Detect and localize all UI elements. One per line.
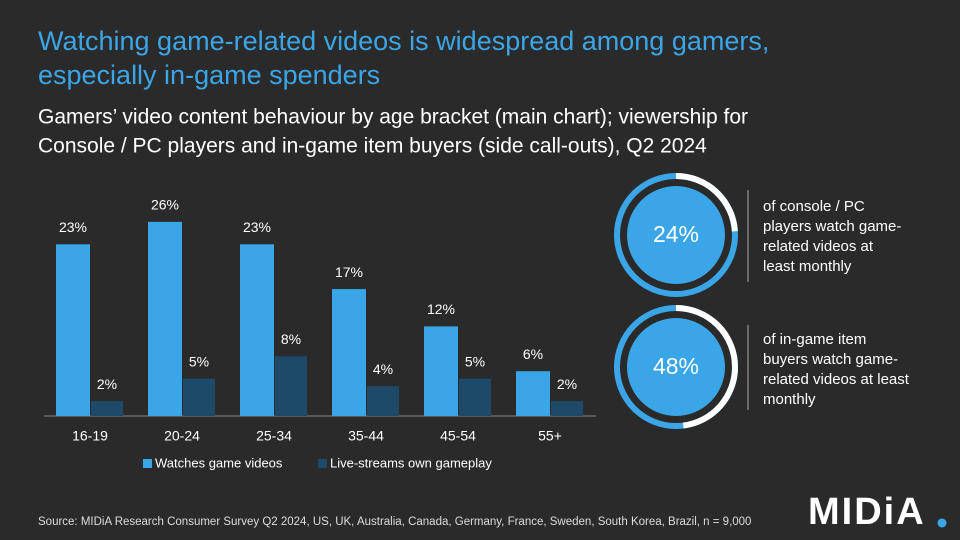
callout-text: of console / PC [763, 198, 865, 215]
callout-text: related videos at [763, 238, 874, 255]
value-label: 8% [281, 331, 301, 347]
value-label: 5% [189, 353, 209, 369]
bar [332, 289, 366, 416]
x-tick-label: 20-24 [164, 428, 200, 444]
legend-label: Live-streams own gameplay [330, 455, 492, 470]
x-tick-label: 45-54 [440, 428, 476, 444]
bar [551, 401, 583, 416]
bar [56, 244, 90, 416]
x-tick-label: 25-34 [256, 428, 292, 444]
callout-text: related videos at least [763, 371, 910, 388]
logo: MIDiA [808, 491, 926, 533]
value-label: 2% [97, 376, 117, 392]
callout-text: players watch game- [763, 218, 901, 235]
legend-label: Watches game videos [155, 455, 283, 470]
callout-text: buyers watch game- [763, 351, 898, 368]
value-label: 4% [373, 361, 393, 377]
title: especially in-game spenders [38, 60, 380, 90]
bar [275, 356, 307, 416]
value-label: 26% [151, 197, 179, 213]
bar [516, 371, 550, 416]
legend-swatch [318, 459, 327, 468]
bar [367, 386, 399, 416]
subtitle: Gamers’ video content behaviour by age b… [38, 106, 748, 129]
value-label: 5% [465, 353, 485, 369]
donut-label: 48% [653, 353, 699, 379]
bar [459, 378, 491, 416]
bar [91, 401, 123, 416]
x-tick-label: 55+ [538, 428, 562, 444]
bar [183, 378, 215, 416]
bar [240, 244, 274, 416]
title: Watching game-related videos is widespre… [38, 26, 769, 56]
logo-dot [937, 518, 947, 528]
donut-center [627, 186, 725, 284]
subtitle: Console / PC players and in-game item bu… [38, 135, 707, 158]
value-label: 17% [335, 264, 363, 280]
source: Source: MIDiA Research Consumer Survey Q… [38, 516, 751, 528]
x-tick-label: 35-44 [348, 428, 384, 444]
x-tick-label: 16-19 [72, 428, 108, 444]
bar [424, 326, 458, 416]
donut-arc [614, 173, 738, 297]
bar [148, 221, 182, 416]
legend-swatch [143, 459, 152, 468]
donut-label: 24% [653, 221, 699, 247]
callout-text: of in-game item [763, 331, 866, 348]
value-label: 6% [523, 346, 543, 362]
callout-text: least monthly [763, 258, 852, 275]
donut-center [627, 318, 725, 416]
value-label: 12% [427, 301, 455, 317]
value-label: 2% [557, 376, 577, 392]
value-label: 23% [59, 219, 87, 235]
callout-text: monthly [763, 391, 816, 408]
donut-arc [614, 305, 738, 429]
value-label: 23% [243, 219, 271, 235]
